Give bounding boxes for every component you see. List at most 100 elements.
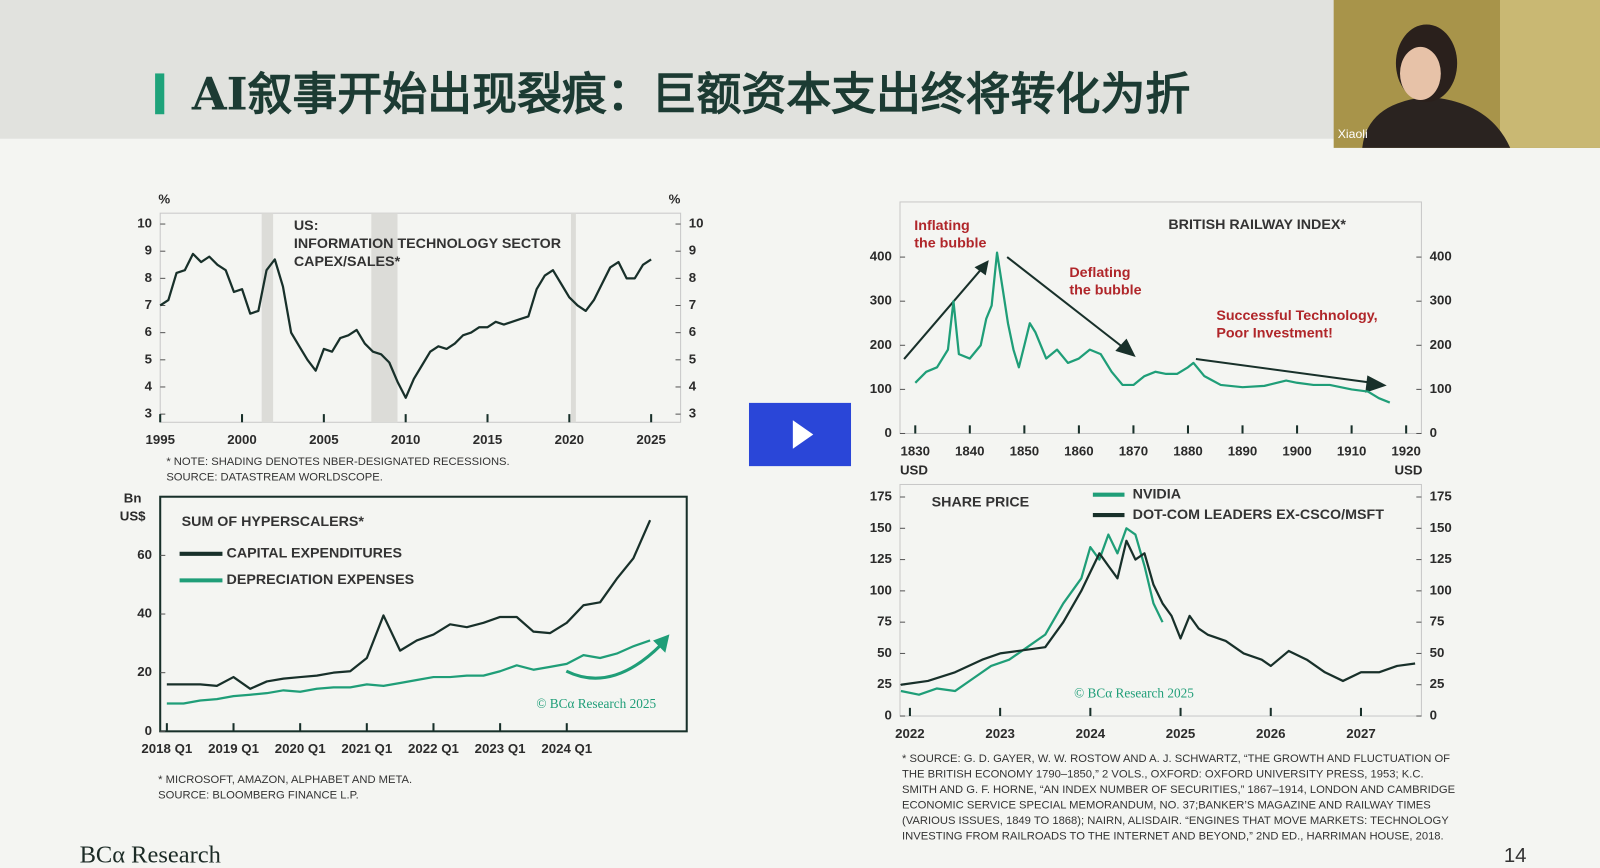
x-tick-label: 2025 xyxy=(636,432,665,447)
arrow xyxy=(1195,358,1378,385)
chart-y2label: % xyxy=(669,191,681,206)
legend-label: NVIDIA xyxy=(1133,486,1181,502)
play-button[interactable] xyxy=(748,402,852,467)
y-tick-label: 300 xyxy=(870,293,892,308)
x-tick-label: 1880 xyxy=(1173,443,1202,458)
y-tick-label: 0 xyxy=(884,425,891,440)
x-tick-label: 2021 Q1 xyxy=(341,741,392,756)
y2-tick-label: 200 xyxy=(1430,337,1452,352)
arrow-head xyxy=(1365,375,1387,393)
y-tick-label: 3 xyxy=(145,406,152,421)
chart-notes: ECONOMIC SERVICE SPECIAL MEMORANDUM, NO.… xyxy=(902,799,1431,811)
presenter-name: Xiaoli xyxy=(1338,127,1368,141)
y2-tick-label: 175 xyxy=(1430,489,1452,504)
y-tick-label: 7 xyxy=(145,297,152,312)
x-tick-label: 1910 xyxy=(1337,443,1366,458)
annotation: the bubble xyxy=(914,236,986,252)
chart-notes: INVESTING FROM RAILROADS TO THE INTERNET… xyxy=(902,830,1444,842)
recession-shading xyxy=(371,213,398,423)
y-tick-label: 100 xyxy=(870,582,892,597)
y2-tick-label: 4 xyxy=(689,378,697,393)
x-tick-label: 1870 xyxy=(1119,443,1148,458)
annotation: Poor Investment! xyxy=(1216,325,1333,341)
webcam: Xiaoli xyxy=(1333,0,1600,148)
y-tick-label: 10 xyxy=(137,216,152,231)
x-tick-label: 2022 Q1 xyxy=(408,741,459,756)
webcam-person xyxy=(1362,96,1511,148)
chart-copyright: © BCα Research 2025 xyxy=(536,696,656,711)
chart-notes: SOURCE: BLOOMBERG FINANCE L.P. xyxy=(158,790,359,802)
y-tick-label: 9 xyxy=(145,243,152,258)
x-tick-label: 2024 xyxy=(1076,726,1106,741)
y2-tick-label: 3 xyxy=(689,406,696,421)
chart-copyright: © BCα Research 2025 xyxy=(1074,686,1194,701)
y2-tick-label: 300 xyxy=(1430,293,1452,308)
y-tick-label: 75 xyxy=(877,614,892,629)
chart-ylabel: USD xyxy=(900,463,928,478)
x-tick-label: 1850 xyxy=(1010,443,1039,458)
series-line xyxy=(914,251,1391,404)
x-tick-label: 2010 xyxy=(391,432,420,447)
x-tick-label: 1860 xyxy=(1064,443,1093,458)
chart-notes: (VARIOUS ISSUES, 1849 TO 1868); NAIRN, A… xyxy=(902,815,1449,827)
arrow xyxy=(1006,256,1129,352)
x-tick-label: 1830 xyxy=(901,443,930,458)
plot-area xyxy=(899,201,1422,434)
y2-tick-label: 9 xyxy=(689,243,696,258)
y2-tick-label: 0 xyxy=(1430,708,1437,723)
x-tick-label: 2005 xyxy=(309,432,338,447)
x-tick-label: 2026 xyxy=(1256,726,1285,741)
legend-label: DOT-COM LEADERS EX-CSCO/MSFT xyxy=(1133,507,1385,523)
y2-tick-label: 100 xyxy=(1430,582,1452,597)
page-number: 14 xyxy=(1504,845,1527,867)
y2-tick-label: 7 xyxy=(689,297,696,312)
x-tick-label: 1995 xyxy=(145,432,174,447)
chart-notes: * NOTE: SHADING DENOTES NBER-DESIGNATED … xyxy=(166,456,509,468)
chart-title: CAPEX/SALES* xyxy=(294,254,401,270)
y-tick-label: 20 xyxy=(137,664,152,679)
chart-title: SUM OF HYPERSCALERS* xyxy=(182,514,365,530)
y2-tick-label: 25 xyxy=(1430,676,1445,691)
annotation: Successful Technology, xyxy=(1216,308,1377,324)
y2-tick-label: 50 xyxy=(1430,645,1445,660)
y2-tick-label: 100 xyxy=(1430,381,1452,396)
y-tick-label: 6 xyxy=(145,324,152,339)
title-band xyxy=(0,0,1600,139)
x-tick-label: 2025 xyxy=(1166,726,1195,741)
chart-title: SHARE PRICE xyxy=(932,495,1030,511)
annotation: Deflating xyxy=(1069,265,1130,281)
x-tick-label: 2023 xyxy=(985,726,1014,741)
y-tick-label: 125 xyxy=(870,551,892,566)
annotation: the bubble xyxy=(1069,282,1141,298)
y-tick-label: 8 xyxy=(145,270,152,285)
series-line xyxy=(900,539,1416,686)
x-tick-label: 2020 xyxy=(555,432,584,447)
x-tick-label: 2000 xyxy=(227,432,256,447)
series-line xyxy=(900,527,1164,696)
y2-tick-label: 5 xyxy=(689,351,696,366)
plot-area xyxy=(159,212,682,423)
x-tick-label: 2024 Q1 xyxy=(541,741,592,756)
y-tick-label: 5 xyxy=(145,351,152,366)
y-tick-label: 0 xyxy=(884,708,891,723)
chart-notes: SOURCE: DATASTREAM WORLDSCOPE. xyxy=(166,471,383,483)
chart-title: US: xyxy=(294,218,319,234)
y-tick-label: 400 xyxy=(870,249,892,264)
trend-arrow xyxy=(565,643,663,680)
y2-tick-label: 10 xyxy=(689,216,704,231)
arrow-head xyxy=(974,260,989,276)
y-tick-label: 150 xyxy=(870,520,892,535)
legend-label: DEPRECIATION EXPENSES xyxy=(227,572,415,588)
play-icon[interactable] xyxy=(792,420,814,449)
y-tick-label: 0 xyxy=(145,723,152,738)
y-tick-label: 200 xyxy=(870,337,892,352)
y2-tick-label: 0 xyxy=(1430,425,1437,440)
y-tick-label: 25 xyxy=(877,676,892,691)
x-tick-label: 2027 xyxy=(1346,726,1375,741)
y2-tick-label: 150 xyxy=(1430,520,1452,535)
chart-ylabel: Bn xyxy=(124,490,142,505)
series-line xyxy=(166,639,651,705)
arrow-head xyxy=(1115,338,1136,357)
x-tick-label: 1900 xyxy=(1282,443,1311,458)
